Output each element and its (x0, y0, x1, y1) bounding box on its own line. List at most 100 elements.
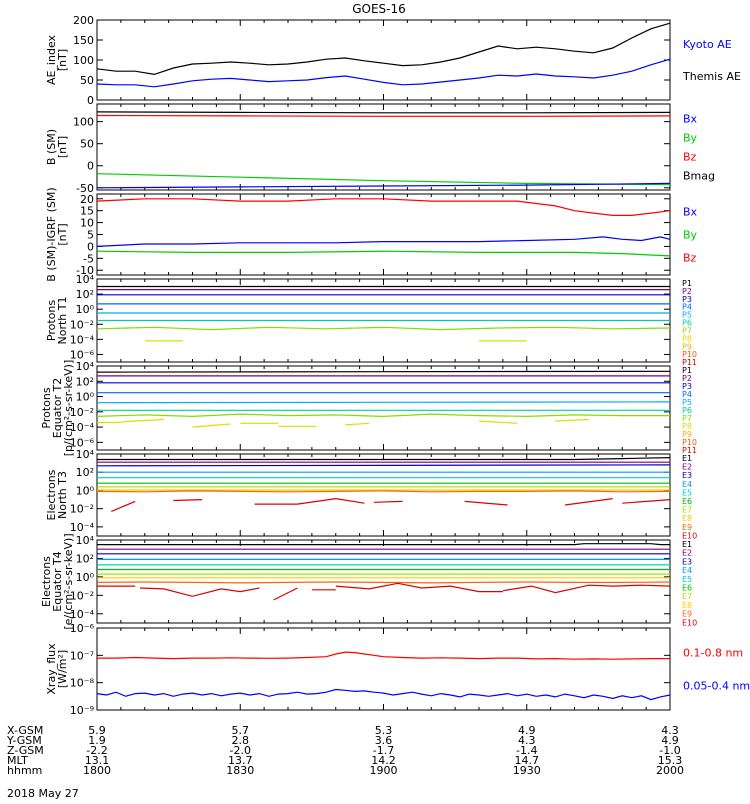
y-tick-label: 10⁻⁸ (70, 677, 95, 690)
panel-frame (96, 453, 671, 537)
y-tick-label: 10⁻⁶ (70, 348, 95, 361)
orbit-value: 14.2 (371, 754, 396, 767)
y-tick-label: 10⁻⁶ (70, 436, 95, 449)
y-axis-label: [e/(cm²-s-sr-keV)] (62, 533, 75, 629)
y-tick-label: 5 (87, 229, 94, 242)
series-e10 (297, 497, 365, 505)
legend-item: P9 (682, 430, 692, 439)
y-tick-label: 10⁴ (76, 448, 95, 461)
series-p8 (192, 423, 231, 428)
series-kyoto-ae (96, 58, 671, 88)
orbit-value: -1.7 (373, 744, 394, 757)
legend-item: E4 (682, 480, 692, 489)
legend-item: By (683, 229, 698, 242)
series-p5 (96, 401, 671, 404)
y-axis-label: North T1 (56, 297, 69, 345)
plot-title: GOES-16 (352, 2, 406, 16)
y-axis-label: Electrons (45, 469, 58, 520)
y-tick-label: 10² (76, 288, 94, 301)
legend-item: Bz (683, 252, 697, 265)
panel-frame (96, 539, 671, 624)
legend-item: Bx (683, 112, 698, 125)
legend-item: P3 (682, 295, 692, 304)
y-tick-label: 10⁴ (76, 273, 95, 286)
series-e10 (564, 498, 613, 506)
legend-item: P6 (682, 406, 692, 415)
legend-item: E1 (682, 540, 692, 549)
series-p1 (96, 370, 671, 373)
series-bx (96, 236, 671, 247)
orbit-value: 1830 (226, 764, 254, 777)
y-axis-label: [nT] (56, 49, 69, 71)
legend-item: P2 (682, 374, 692, 383)
orbit-row-label: MLT (7, 754, 28, 767)
orbit-row-label: X-GSM (7, 724, 43, 737)
legend-item: E8 (682, 601, 692, 610)
orbit-value: 13.7 (228, 754, 253, 767)
y-tick-label: 10⁰ (76, 391, 95, 404)
legend-item: 0.05-0.4 nm (683, 679, 750, 692)
y-tick-label: 200 (73, 14, 94, 27)
y-axis-label: Protons (40, 387, 53, 428)
panel-frame (96, 365, 671, 451)
y-tick-label: 10⁻⁴ (70, 608, 95, 621)
y-axis-label: [nT] (56, 136, 69, 158)
legend-item: E8 (682, 514, 692, 523)
y-tick-label: 10⁻⁴ (70, 421, 95, 434)
series-e1 (97, 457, 671, 461)
legend-item: E3 (682, 557, 692, 566)
panel-frame (96, 193, 671, 276)
series-e10 (373, 500, 403, 503)
y-tick-label: 0 (87, 160, 94, 173)
y-tick-label: 10⁻² (70, 589, 94, 602)
legend-item: P7 (682, 414, 692, 423)
orbit-value: 4.3 (518, 734, 536, 747)
legend-item: Themis AE (682, 70, 741, 83)
y-tick-label: 10² (76, 552, 94, 565)
legend-item: P4 (682, 390, 692, 399)
legend-item: E10 (682, 618, 697, 627)
orbit-value: 3.6 (375, 734, 393, 747)
series-e10 (139, 587, 260, 597)
legend-item: E6 (682, 497, 692, 506)
y-tick-label: 10⁴ (76, 360, 95, 373)
series-p8 (555, 418, 589, 422)
y-tick-label: 10² (76, 466, 94, 479)
series-bx (96, 182, 671, 189)
legend-item: P9 (682, 342, 692, 351)
legend-item: E6 (682, 584, 692, 593)
orbit-value: 4.9 (661, 734, 679, 747)
panel-bsm: -50 0 50 100 B (SM)[nT] Bx By Bz Bmag (45, 103, 715, 195)
series-e9 (96, 581, 671, 584)
series-p8 (97, 418, 164, 424)
legend-item: P3 (682, 382, 692, 391)
legend-item: P10 (682, 350, 697, 359)
legend-item: P1 (682, 366, 692, 375)
series-0-1-0-8-nm (97, 651, 670, 660)
y-tick-label: 10⁻⁴ (70, 333, 95, 346)
y-tick-label: -10 (76, 264, 94, 277)
y-tick-label: 150 (73, 34, 94, 47)
orbit-value: -1.4 (516, 744, 537, 757)
legend-item: Bz (683, 151, 697, 164)
y-axis-label: Equator T2 (51, 378, 64, 438)
series-by (96, 173, 671, 186)
orbit-row-label: hhmm (7, 764, 42, 777)
y-tick-label: 10⁻⁹ (70, 704, 94, 717)
legend-item: 0.1-0.8 nm (683, 647, 743, 660)
series-e10 (622, 499, 671, 504)
legend-item: Kyoto AE (683, 38, 732, 51)
series-e1 (97, 543, 670, 546)
panel-ae: 0 50 100 150 200 AE_index[nT] Kyoto AE Themis A… (45, 14, 741, 107)
orbit-value: 2000 (656, 764, 684, 777)
series-p8 (478, 420, 518, 424)
y-tick-label: 100 (73, 54, 94, 67)
panel-xray: 10⁻⁹ 10⁻⁸ 10⁻⁷ 10⁻⁶ Xray_flux[W/m²] 0.1-0.8 n… (45, 622, 750, 717)
y-axis-label: [nT] (56, 223, 69, 245)
y-axis-label: [p/(cm²-s-sr-keV)] (62, 360, 75, 457)
legend-item: E5 (682, 575, 692, 584)
series-themis-ae (96, 22, 671, 76)
y-tick-label: 10⁻⁴ (70, 521, 95, 534)
y-tick-label: 10² (76, 375, 94, 388)
